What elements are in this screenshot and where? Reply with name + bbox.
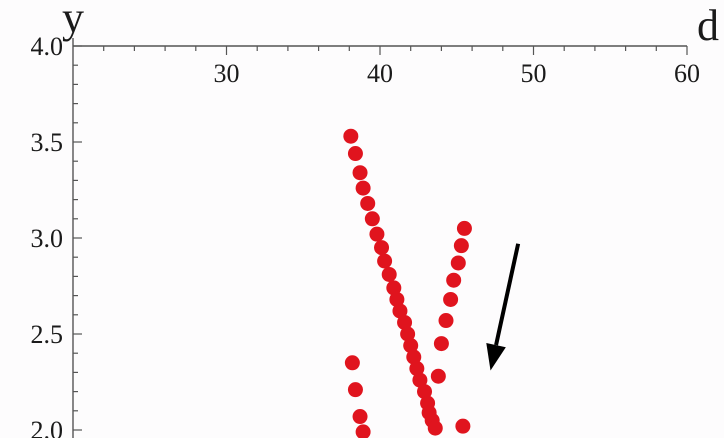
data-point xyxy=(355,424,371,438)
data-point xyxy=(456,220,472,236)
data-point xyxy=(406,349,422,365)
y-tick-label: 2.5 xyxy=(31,320,64,349)
annotation-arrow xyxy=(486,243,521,371)
data-point xyxy=(360,195,376,211)
data-point xyxy=(443,291,459,307)
data-point xyxy=(403,338,419,354)
data-point xyxy=(438,313,454,329)
data-point xyxy=(400,326,416,342)
data-point xyxy=(417,384,433,400)
data-point xyxy=(453,238,469,254)
x-tick-label: 30 xyxy=(214,59,240,88)
y-axis-ticks: 2.0 2.5 3.0 3.5 4.0 xyxy=(31,32,82,438)
data-point xyxy=(430,368,446,384)
x-tick-label: 40 xyxy=(367,59,393,88)
data-point xyxy=(409,361,425,377)
data-point xyxy=(397,314,413,330)
data-point xyxy=(355,180,371,196)
data-point xyxy=(433,336,449,352)
data-point xyxy=(392,303,408,319)
data-point xyxy=(389,291,405,307)
data-point xyxy=(386,280,402,296)
arrow-shaft xyxy=(494,243,521,346)
x-axis-ticks: 30 40 50 60 xyxy=(103,46,700,88)
data-point xyxy=(455,418,471,434)
y-tick-label: 3.5 xyxy=(31,128,64,157)
data-point xyxy=(374,240,390,256)
x-tick-label: 60 xyxy=(674,59,700,88)
data-point xyxy=(364,211,380,227)
data-point xyxy=(352,409,368,425)
data-point xyxy=(446,272,462,288)
data-point xyxy=(450,255,466,271)
x-axis-label: d xyxy=(697,1,719,50)
data-point xyxy=(352,165,368,181)
data-point xyxy=(427,420,443,436)
plot-area xyxy=(343,128,472,438)
data-point xyxy=(347,146,363,162)
arrow-head xyxy=(486,342,506,371)
y-tick-label: 2.0 xyxy=(31,416,64,438)
y-axis-label: y xyxy=(62,0,84,42)
data-point xyxy=(347,382,363,398)
data-point xyxy=(344,355,360,371)
x-tick-label: 50 xyxy=(521,59,547,88)
data-point xyxy=(369,226,385,242)
data-point xyxy=(412,372,428,388)
y-tick-label: 3.0 xyxy=(31,224,64,253)
data-point xyxy=(377,253,393,269)
data-point xyxy=(381,266,397,282)
y-tick-label: 4.0 xyxy=(31,32,64,61)
data-point xyxy=(343,128,359,144)
